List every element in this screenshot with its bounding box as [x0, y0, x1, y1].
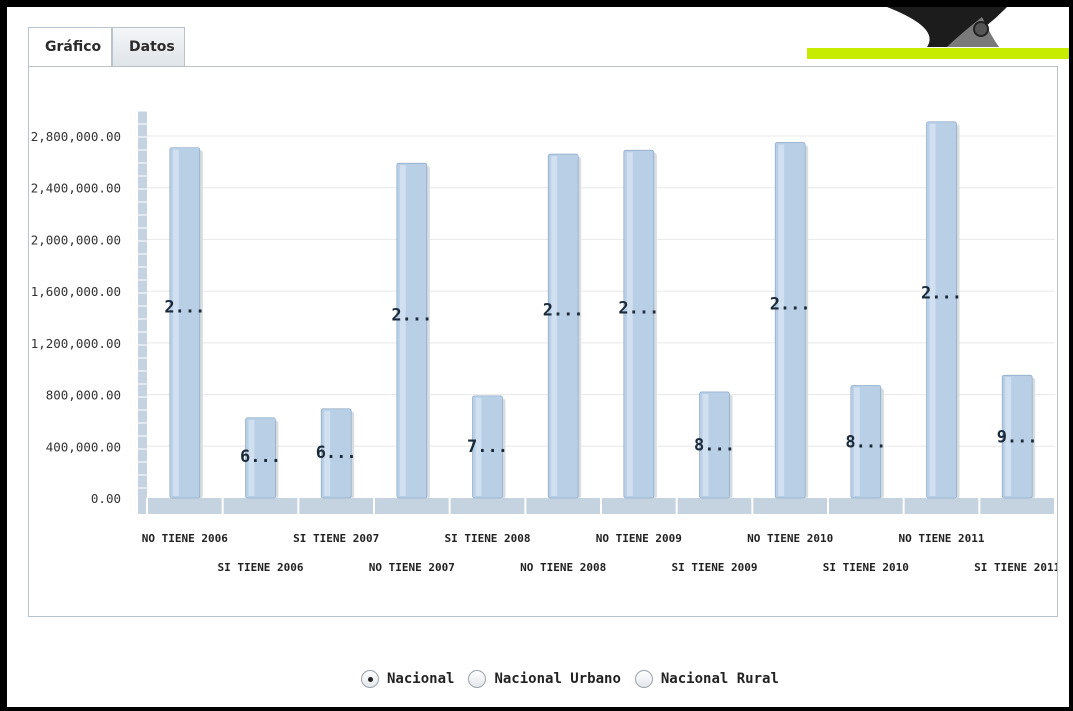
radio-nacional-urbano-label: Nacional Urbano: [494, 671, 621, 687]
x-tick-label: NO TIENE 2008: [520, 561, 606, 574]
tab-grafico[interactable]: Gráfico: [28, 27, 112, 68]
x-tick-label: SI TIENE 2009: [671, 561, 757, 574]
bar-highlight: [1005, 377, 1012, 496]
radio-option-nacional[interactable]: Nacional: [361, 670, 454, 688]
x-tick-label: NO TIENE 2006: [142, 532, 228, 545]
x-tick-label: SI TIENE 2011: [974, 561, 1057, 574]
data-label: 9...: [997, 428, 1038, 448]
x-tick-label: NO TIENE 2007: [369, 561, 455, 574]
bar-highlight: [475, 397, 482, 496]
x-tick-label: SI TIENE 2007: [293, 532, 379, 545]
data-label: 2...: [618, 299, 659, 319]
y-tick-label: 0.00: [91, 491, 121, 506]
data-label: 6...: [240, 447, 281, 467]
bar-highlight: [626, 152, 633, 496]
y-tick-label: 2,000,000.00: [31, 232, 121, 247]
data-label: 2...: [921, 284, 962, 304]
x-tick-label: SI TIENE 2008: [444, 532, 530, 545]
data-label: 8...: [694, 435, 735, 455]
data-label: 6...: [316, 443, 357, 463]
radio-nacional-rural-label: Nacional Rural: [660, 671, 779, 687]
x-tick-label: SI TIENE 2006: [217, 561, 303, 574]
y-tick-label: 1,200,000.00: [31, 336, 121, 351]
y-tick-label: 2,400,000.00: [31, 181, 121, 196]
data-label: 8...: [845, 432, 886, 452]
bar-highlight: [853, 387, 860, 496]
bar-highlight: [702, 393, 709, 496]
radio-nacional[interactable]: [361, 670, 379, 688]
bar-chart: 0.00 400,000.00 800,000.00 1,200,000.00 1,60…: [31, 110, 1061, 574]
radio-nacional-label: Nacional: [387, 671, 455, 687]
radio-nacional-rural[interactable]: [634, 670, 653, 688]
x-axis: [138, 498, 1055, 514]
data-label: 2...: [770, 295, 811, 315]
x-tick-label: NO TIENE 2011: [898, 532, 984, 545]
bar-highlight: [399, 165, 406, 496]
data-label: 2...: [164, 297, 205, 317]
radio-option-nacional-urbano[interactable]: Nacional Urbano: [468, 670, 621, 688]
bar-highlight: [929, 123, 936, 497]
y-tick-label: 800,000.00: [46, 388, 121, 403]
bar-highlight: [551, 156, 558, 496]
bar-highlight: [248, 419, 255, 496]
radio-option-nacional-rural[interactable]: Nacional Rural: [634, 670, 779, 688]
y-axis: [138, 111, 147, 498]
tab-datos[interactable]: Datos: [112, 27, 185, 66]
accent-bar: [807, 48, 1069, 59]
y-tick-label: 400,000.00: [46, 439, 121, 454]
x-tick-label: NO TIENE 2009: [596, 532, 682, 545]
y-tick-label: 1,600,000.00: [31, 284, 121, 299]
data-label: 7...: [467, 437, 508, 457]
chart-window: Gráfico Datos 0.00 400,000.00 800,000.00 1,…: [7, 7, 1069, 707]
y-tick-label: 2,800,000.00: [31, 129, 121, 144]
bar-highlight: [778, 144, 785, 496]
region-radio-group: Nacional Nacional Urbano Nacional Rural: [361, 667, 785, 691]
data-label: 2...: [391, 306, 432, 326]
header-decoration-image: [887, 7, 1007, 47]
data-label: 2...: [543, 301, 584, 321]
bar-highlight: [172, 149, 179, 496]
radio-nacional-urbano[interactable]: [468, 670, 487, 688]
x-tick-label: SI TIENE 2010: [823, 561, 909, 574]
x-tick-label: NO TIENE 2010: [747, 532, 833, 545]
bar-highlight: [324, 410, 331, 496]
chart-panel: 0.00 400,000.00 800,000.00 1,200,000.00 1,60…: [28, 66, 1061, 617]
